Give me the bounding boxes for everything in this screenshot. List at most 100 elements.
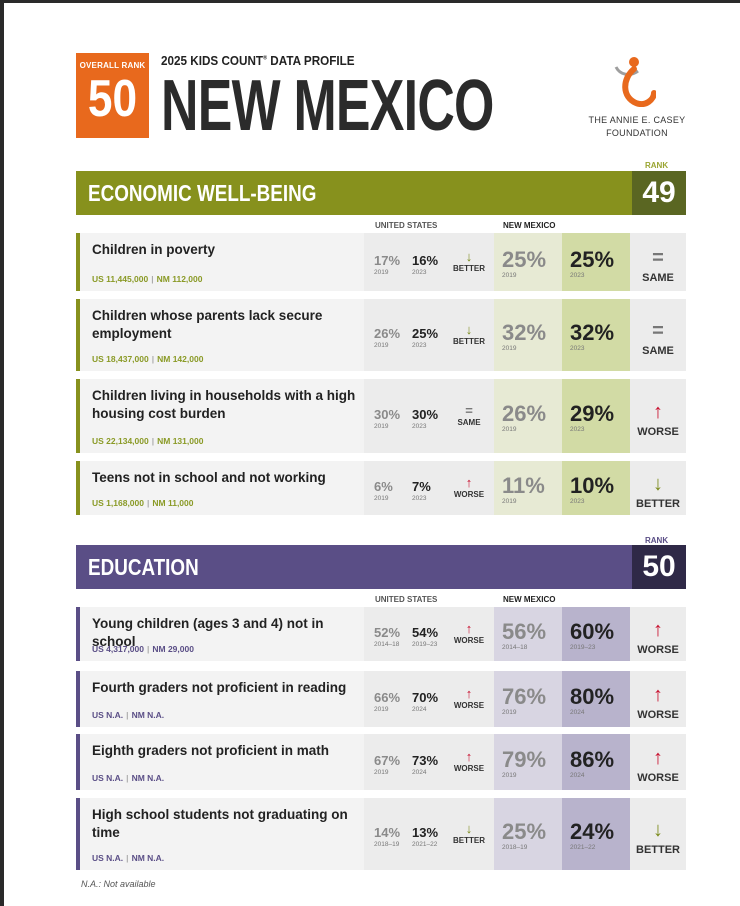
nm-comparison-cell: = SAME	[630, 233, 686, 291]
indicator-row: Children whose parents lack secure emplo…	[76, 299, 686, 371]
nm-old-value: 25% 2018–19	[502, 819, 547, 851]
us-new-value: 16% 2023	[412, 253, 439, 276]
row-accent	[76, 798, 80, 870]
nm-new-value: 29% 2023	[570, 401, 615, 433]
indicator-row: Children in poverty US 11,445,000 | NM 112,…	[76, 233, 686, 291]
economic-rank-label: RANK	[645, 161, 669, 170]
indicator-label-cell: High school students not graduating on t…	[76, 798, 364, 870]
economic-section-bar: ECONOMIC WELL-BEING 49	[76, 171, 686, 215]
comparison-label: BETTER	[636, 844, 680, 856]
economic-us-header: UNITED STATES	[375, 221, 438, 230]
state-name: NEW MEXICO	[161, 66, 494, 146]
indicator-name: Children living in households with a hig…	[92, 388, 356, 421]
nm-values-cell: 32% 2019 32% 2023	[494, 299, 630, 371]
nm-comparison-cell: ↑ WORSE	[630, 671, 686, 727]
indicator-row: Teens not in school and not working US 1,…	[76, 461, 686, 515]
indicator-name: Children in poverty	[92, 242, 216, 257]
comparison-arrow-icon: ↓	[653, 819, 663, 841]
us-old-value: 14% 2018–19	[374, 825, 401, 848]
casey-foundation-logo-icon	[614, 57, 656, 107]
us-values-cell: 14% 2018–19 13% 2021–22 ↓ BETTER	[364, 798, 494, 870]
us-trend-arrow-icon: ↑	[465, 749, 473, 764]
indicator-label-cell: Young children (ages 3 and 4) not in sch…	[76, 607, 364, 661]
nm-comparison-cell: ↑ WORSE	[630, 734, 686, 790]
comparison-arrow-icon: ↑	[653, 619, 663, 641]
indicator-name: Fourth graders not proficient in reading	[92, 680, 347, 695]
us-values-cell: 66% 2019 70% 2024 ↑ WORSE	[364, 671, 494, 727]
nm-old-value: 11% 2019	[502, 473, 545, 505]
overall-rank-label: OVERALL RANK	[79, 61, 146, 70]
us-trend-arrow-icon: ↑	[465, 621, 473, 636]
indicator-counts: US N.A. | NM N.A.	[92, 710, 165, 720]
footnote: N.A.: Not available	[81, 879, 156, 889]
nm-old-value: 76% 2019	[502, 684, 547, 716]
comparison-arrow-icon: ↓	[653, 473, 663, 495]
comparison-label: WORSE	[637, 644, 679, 656]
comparison-label: WORSE	[637, 772, 679, 784]
nm-new-value: 32% 2023	[570, 320, 615, 352]
indicator-name: Teens not in school and not working	[92, 470, 326, 485]
profile-page: OVERALL RANK 50 2025 KIDS COUNT® DATA PR…	[4, 3, 740, 906]
us-trend: = SAME	[450, 404, 488, 428]
us-trend: ↑ WORSE	[450, 749, 488, 774]
us-values-cell: 30% 2019 30% 2023 = SAME	[364, 379, 494, 453]
indicator-row: Eighth graders not proficient in math US …	[76, 734, 686, 790]
indicator-name: High school students not graduating on t…	[92, 807, 348, 840]
comparison-arrow-icon: ↑	[653, 747, 663, 769]
comparison-arrow-icon: ↑	[653, 401, 663, 423]
nm-comparison-cell: ↑ WORSE	[630, 379, 686, 453]
overall-rank-box: OVERALL RANK 50	[76, 53, 149, 138]
nm-new-value: 10% 2023	[570, 473, 615, 505]
nm-values-cell: 25% 2019 25% 2023	[494, 233, 630, 291]
comparison-arrow-icon: =	[652, 320, 664, 342]
nm-new-value: 86% 2024	[570, 747, 615, 779]
row-accent	[76, 607, 80, 661]
education-section-title: EDUCATION	[88, 554, 199, 580]
nm-values-cell: 11% 2019 10% 2023	[494, 461, 630, 515]
us-values-cell: 6% 2019 7% 2023 ↑ WORSE	[364, 461, 494, 515]
comparison-arrow-icon: ↑	[653, 684, 663, 706]
us-values-cell: 52% 2014–18 54% 2019–23 ↑ WORSE	[364, 607, 494, 661]
nm-old-value: 25% 2019	[502, 247, 547, 279]
us-old-value: 26% 2019	[374, 326, 401, 349]
us-old-value: 17% 2019	[374, 253, 401, 276]
indicator-counts: US 18,437,000 | NM 142,000	[92, 354, 204, 364]
education-rank-label: RANK	[645, 536, 669, 545]
nm-comparison-cell: ↓ BETTER	[630, 798, 686, 870]
us-trend: ↑ WORSE	[450, 621, 488, 646]
nm-new-value: 80% 2024	[570, 684, 615, 716]
nm-values-cell: 25% 2018–19 24% 2021–22	[494, 798, 630, 870]
economic-section-title: ECONOMIC WELL-BEING	[88, 180, 317, 206]
nm-new-value: 60% 2019–23	[570, 619, 615, 651]
row-accent	[76, 671, 80, 727]
indicator-counts: US 22,134,000 | NM 131,000	[92, 436, 204, 446]
us-new-value: 13% 2021–22	[412, 825, 439, 848]
indicator-name: Eighth graders not proficient in math	[92, 743, 330, 758]
us-values-cell: 67% 2019 73% 2024 ↑ WORSE	[364, 734, 494, 790]
us-new-value: 70% 2024	[412, 690, 439, 713]
nm-old-value: 79% 2019	[502, 747, 547, 779]
comparison-arrow-icon: =	[652, 247, 664, 269]
nm-comparison-cell: = SAME	[630, 299, 686, 371]
us-values-cell: 26% 2019 25% 2023 ↓ BETTER	[364, 299, 494, 371]
indicator-label-cell: Eighth graders not proficient in math US …	[76, 734, 364, 790]
education-us-header: UNITED STATES	[375, 595, 438, 604]
education-nm-header: NEW MEXICO	[503, 595, 556, 604]
us-new-value: 73% 2024	[412, 753, 439, 776]
comparison-label: SAME	[642, 272, 674, 284]
us-old-value: 52% 2014–18	[374, 625, 401, 648]
education-rank-value: 50	[632, 545, 686, 589]
indicator-name: Children whose parents lack secure emplo…	[92, 308, 323, 341]
comparison-label: BETTER	[636, 498, 680, 510]
us-new-value: 54% 2019–23	[412, 625, 439, 648]
indicator-counts: US 1,168,000 | NM 11,000	[92, 498, 194, 508]
indicator-label-cell: Fourth graders not proficient in reading…	[76, 671, 364, 727]
nm-values-cell: 76% 2019 80% 2024	[494, 671, 630, 727]
nm-comparison-cell: ↓ BETTER	[630, 461, 686, 515]
us-values-cell: 17% 2019 16% 2023 ↓ BETTER	[364, 233, 494, 291]
nm-old-value: 26% 2019	[502, 401, 547, 433]
us-trend-arrow-icon: ↑	[465, 686, 473, 701]
nm-values-cell: 79% 2019 86% 2024	[494, 734, 630, 790]
overall-rank-value: 50	[87, 70, 138, 128]
nm-values-cell: 26% 2019 29% 2023	[494, 379, 630, 453]
